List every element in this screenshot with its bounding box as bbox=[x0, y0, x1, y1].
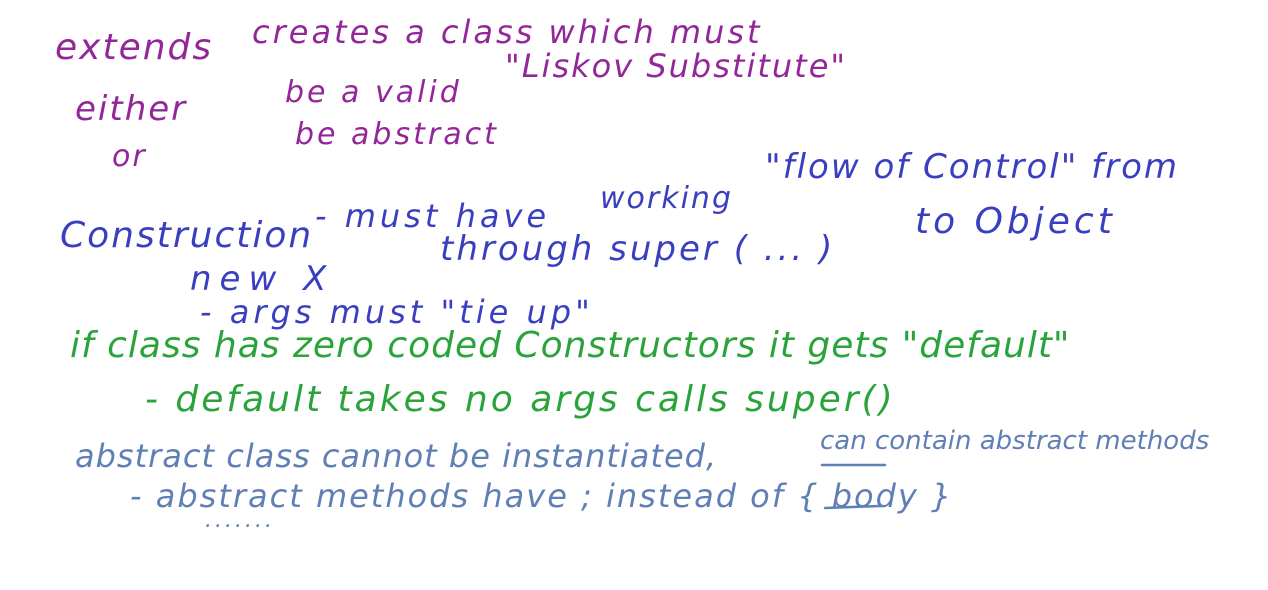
note-args-tie-up: - args must "tie up" bbox=[200, 293, 594, 331]
note-either: either bbox=[75, 89, 188, 129]
note-construction: Construction bbox=[60, 215, 314, 256]
note-or: or bbox=[112, 139, 147, 174]
underline-of-stroke bbox=[823, 504, 882, 510]
note-through-super: through super ( ... ) bbox=[440, 229, 836, 269]
note-flow-of-control: "flow of Control" from bbox=[765, 147, 1180, 187]
note-ellipsis: ....... bbox=[205, 508, 275, 533]
note-abstract-methods-have: - abstract methods have ; instead of { b… bbox=[130, 477, 954, 515]
note-abstract-alt: be abstract bbox=[295, 117, 499, 152]
note-to-object: to Object bbox=[915, 201, 1116, 242]
note-liskov-b: "Liskov Substitute" bbox=[505, 47, 848, 85]
note-if-class-zero-constructors: if class has zero coded Constructors it … bbox=[70, 325, 1071, 366]
note-can-contain-abstract: can contain abstract methods bbox=[820, 426, 1210, 456]
note-abstract-class-cannot: abstract class cannot be instantiated, bbox=[75, 437, 718, 475]
note-must-have: - must have bbox=[315, 197, 551, 235]
note-new-x: new X bbox=[190, 259, 335, 299]
note-default-takes-no-args: - default takes no args calls super() bbox=[145, 379, 896, 420]
note-working: working bbox=[600, 181, 733, 216]
note-extends-desc: creates a class which must bbox=[252, 13, 763, 51]
note-extends-term: extends bbox=[55, 27, 214, 68]
note-liskov-a: be a valid bbox=[285, 75, 462, 110]
